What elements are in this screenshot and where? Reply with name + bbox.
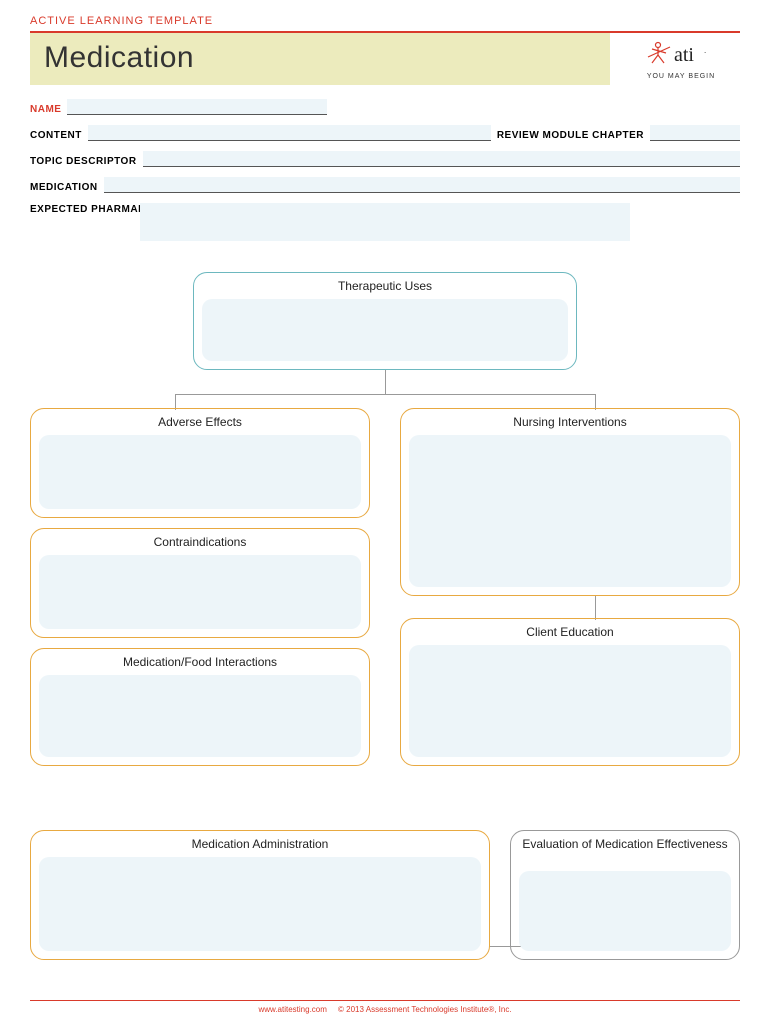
topic-label: TOPIC DESCRIPTOR [30,156,143,167]
eval-input[interactable] [519,871,731,951]
client-title: Client Education [401,619,739,643]
client-box[interactable]: Client Education [400,618,740,766]
interactions-box[interactable]: Medication/Food Interactions [30,648,370,766]
adverse-input[interactable] [39,435,361,509]
eval-title: Evaluation of Medication Effectiveness [511,831,739,855]
admin-title: Medication Administration [31,831,489,855]
footer-copyright: © 2013 Assessment Technologies Institute… [338,1005,512,1014]
name-row: NAME [30,99,740,115]
name-label: NAME [30,104,67,115]
interactions-title: Medication/Food Interactions [31,649,369,673]
svg-text:.: . [704,46,706,55]
topic-row: TOPIC DESCRIPTOR [30,151,740,167]
page-title: Medication [44,41,596,75]
admin-box[interactable]: Medication Administration [30,830,490,960]
expected-row: EXPECTED PHARMALOGICAL ACTION: [30,203,740,241]
footer: www.atitesting.com © 2013 Assessment Tec… [30,1000,740,1015]
therapeutic-box[interactable]: Therapeutic Uses [193,272,577,370]
contra-input[interactable] [39,555,361,629]
tagline: YOU MAY BEGIN [647,73,715,80]
adverse-box[interactable]: Adverse Effects [30,408,370,518]
logo-text: ati [674,44,694,66]
interactions-input[interactable] [39,675,361,757]
header-label: ACTIVE LEARNING TEMPLATE [30,15,740,27]
connector [595,596,596,620]
admin-input[interactable] [39,857,481,951]
nursing-box[interactable]: Nursing Interventions [400,408,740,596]
content-label: CONTENT [30,130,88,141]
contra-title: Contraindications [31,529,369,553]
content-row: CONTENT REVIEW MODULE CHAPTER [30,125,740,141]
nursing-title: Nursing Interventions [401,409,739,433]
client-input[interactable] [409,645,731,757]
review-input[interactable] [650,125,740,141]
medication-input[interactable] [104,177,740,193]
eval-box[interactable]: Evaluation of Medication Effectiveness [510,830,740,960]
footer-rule [30,1000,740,1002]
contra-box[interactable]: Contraindications [30,528,370,638]
footer-text: www.atitesting.com © 2013 Assessment Tec… [30,1005,740,1014]
therapeutic-title: Therapeutic Uses [194,273,576,297]
therapeutic-input[interactable] [202,299,568,361]
content-input[interactable] [88,125,491,141]
title-bar: Medication ati . YOU MAY BEGIN [30,33,740,85]
review-label: REVIEW MODULE CHAPTER [491,130,650,141]
expected-input[interactable] [140,203,630,241]
nursing-input[interactable] [409,435,731,587]
connector [175,394,595,395]
title-box: Medication [30,33,610,85]
expected-label: EXPECTED PHARMALOGICAL ACTION: [30,203,140,216]
name-input[interactable] [67,99,327,115]
footer-url: www.atitesting.com [258,1005,326,1014]
topic-input[interactable] [143,151,740,167]
medication-label: MEDICATION [30,182,104,193]
adverse-title: Adverse Effects [31,409,369,433]
ati-logo-icon: ati . [646,39,716,71]
medication-row: MEDICATION [30,177,740,193]
logo-area: ati . YOU MAY BEGIN [610,33,740,85]
connector [385,370,386,394]
